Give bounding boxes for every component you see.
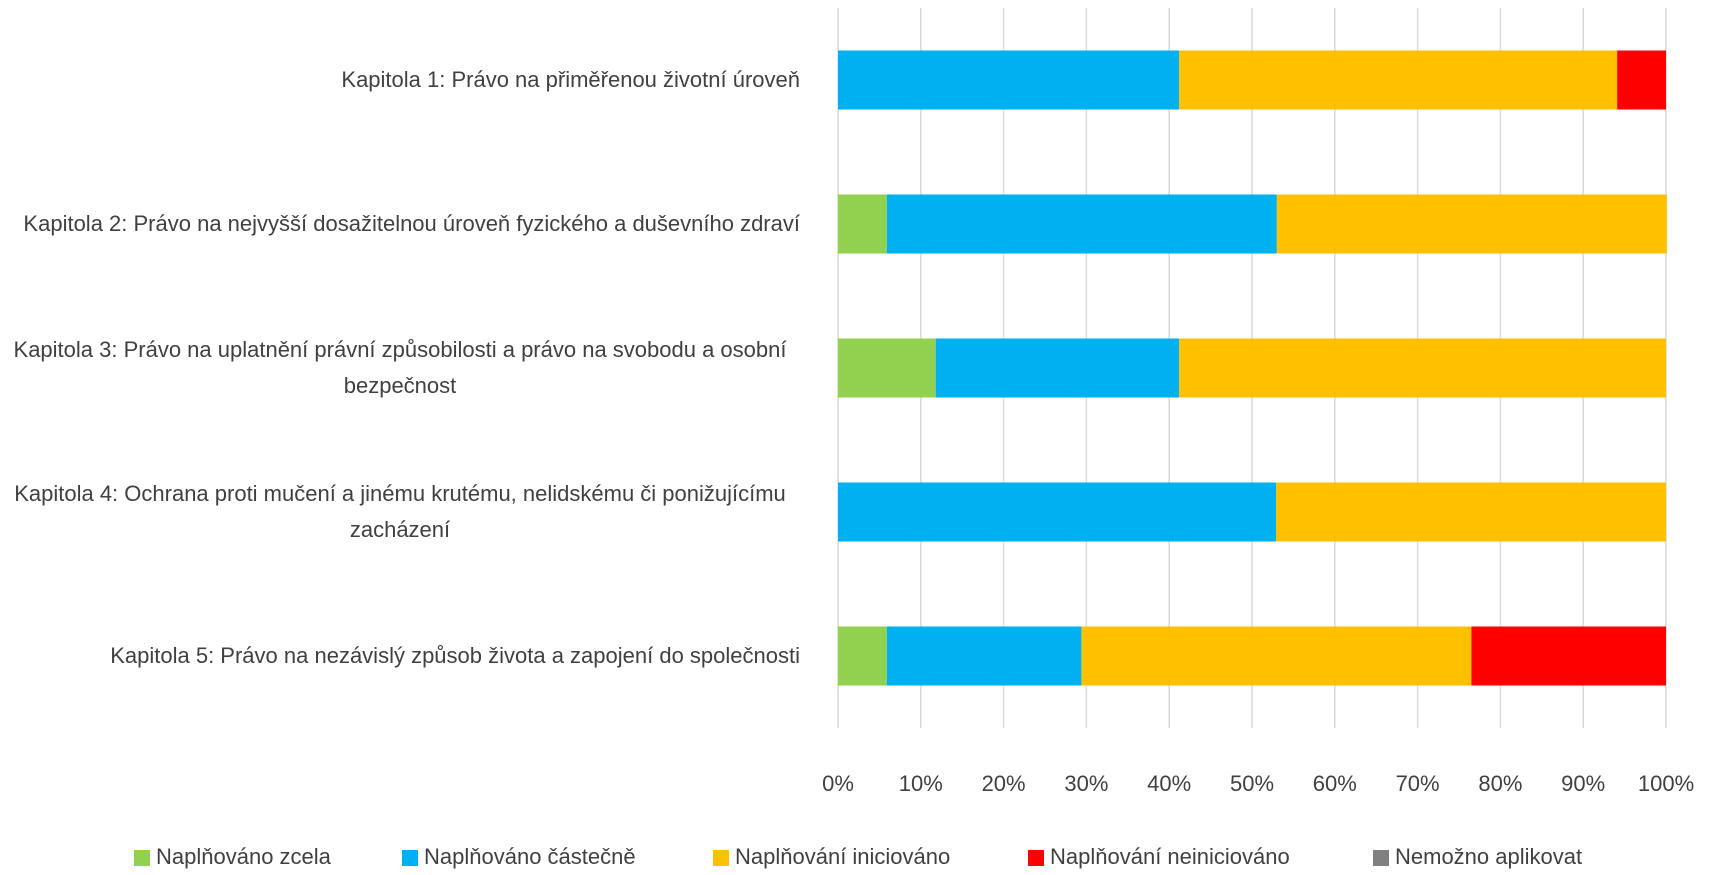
x-tick-label: 40% [1147,771,1191,796]
legend-label: Naplňování iniciováno [735,844,950,869]
category-label-box: Kapitola 3: Právo na uplatnění právní zp… [0,298,800,438]
legend-swatch [713,850,729,866]
bar-segment [1179,50,1618,110]
legend-swatch [1028,850,1044,866]
x-tick-label: 60% [1313,771,1357,796]
bar-segment [838,194,887,254]
bar-segment [1179,338,1666,398]
category-label-box: Kapitola 5: Právo na nezávislý způsob ži… [0,586,800,726]
bar-segment [1471,626,1666,686]
category-label: Kapitola 1: Právo na přiměřenou životní … [0,10,800,150]
legend-label: Naplňováno zcela [156,844,332,869]
x-tick-label: 30% [1064,771,1108,796]
category-label-box: Kapitola 1: Právo na přiměřenou životní … [0,10,800,150]
bar-segment [838,626,887,686]
legend-swatch [1373,850,1389,866]
legend-swatch [134,850,150,866]
legend-swatch [402,850,418,866]
x-tick-label: 70% [1396,771,1440,796]
category-label: Kapitola 5: Právo na nezávislý způsob ži… [0,586,800,726]
bar-segment [1617,50,1666,110]
category-label-text: Kapitola 3: Právo na uplatnění právní zp… [13,337,787,398]
category-label-text: Kapitola 1: Právo na přiměřenou životní … [341,67,800,92]
category-label: Kapitola 3: Právo na uplatnění právní zp… [0,298,800,438]
x-tick-label: 50% [1230,771,1274,796]
category-label-text: Kapitola 5: Právo na nezávislý způsob ži… [110,643,800,668]
legend-label: Naplňování neiniciováno [1050,844,1290,869]
x-tick-label: 20% [982,771,1026,796]
category-label-text: Kapitola 2: Právo na nejvyšší dosažiteln… [23,211,800,236]
x-tick-label: 80% [1478,771,1522,796]
category-label-text: Kapitola 4: Ochrana proti mučení a jiném… [14,481,786,542]
bar-segment [1081,626,1472,686]
bar-segment [1276,194,1667,254]
bar-segment [838,338,936,398]
x-tick-label: 10% [899,771,943,796]
bar-segment [886,626,1082,686]
category-label-box: Kapitola 2: Právo na nejvyšší dosažiteln… [0,154,800,294]
category-label: Kapitola 2: Právo na nejvyšší dosažiteln… [0,154,800,294]
bar-segment [886,194,1277,254]
x-tick-label: 0% [822,771,854,796]
legend-label: Naplňováno částečně [424,844,636,869]
category-label-box: Kapitola 4: Ochrana proti mučení a jiném… [0,442,800,582]
bar-segment [838,482,1277,542]
bar-segment [838,50,1180,110]
bar-segment [1276,482,1666,542]
x-tick-label: 90% [1561,771,1605,796]
bar-segment [935,338,1180,398]
category-label: Kapitola 4: Ochrana proti mučení a jiném… [0,442,800,582]
x-tick-label: 100% [1638,771,1694,796]
legend-label: Nemožno aplikovat [1395,844,1582,869]
